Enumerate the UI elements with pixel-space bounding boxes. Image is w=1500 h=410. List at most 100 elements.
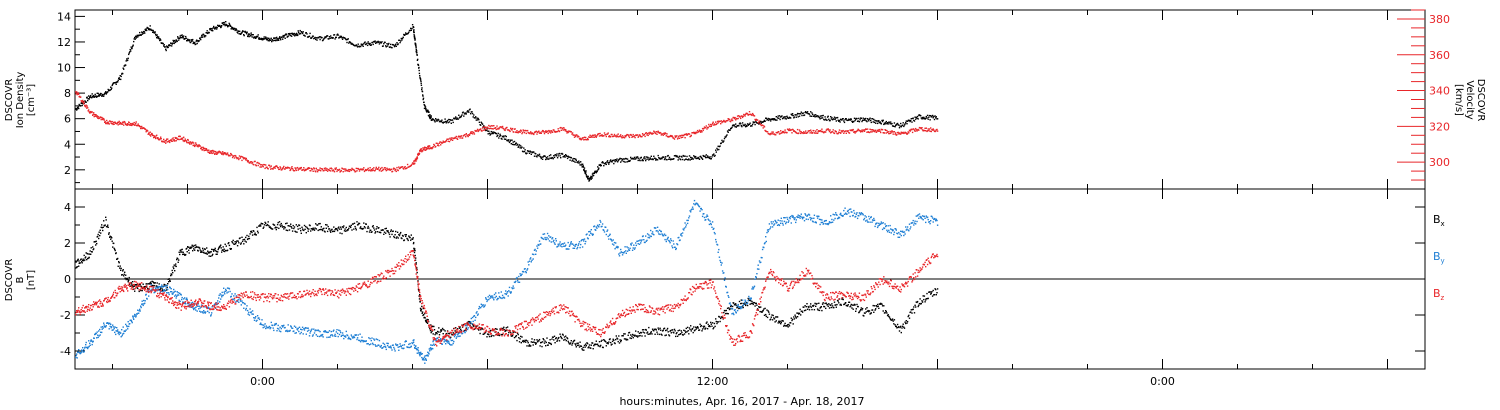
velocity-point: [576, 134, 578, 136]
b-bx-point: [511, 334, 514, 337]
b-bx-point: [199, 249, 201, 251]
b-bx-point: [338, 226, 340, 228]
velocity-point: [133, 121, 135, 124]
b-bx-point: [745, 304, 747, 307]
velocity-point: [100, 118, 102, 121]
b-bx-point: [681, 331, 683, 334]
velocity-point: [591, 136, 593, 138]
velocity-point: [331, 168, 333, 170]
b-bx-point: [384, 228, 386, 230]
density-point: [173, 42, 175, 45]
velocity-point: [845, 130, 847, 132]
density-point: [689, 159, 691, 161]
density-point: [399, 41, 401, 44]
density-point: [823, 119, 826, 121]
density-point: [746, 125, 748, 127]
b-bx-point: [520, 342, 522, 344]
velocity-point: [781, 132, 783, 134]
density-point: [467, 110, 469, 112]
b-bx-point: [413, 241, 415, 244]
velocity-point: [418, 152, 421, 155]
density-point: [472, 116, 474, 118]
b-by-point: [248, 311, 250, 314]
b-bx-point: [251, 234, 254, 236]
density-point: [586, 176, 589, 178]
velocity-point: [361, 169, 363, 171]
b-bx-point: [94, 241, 96, 243]
density-point: [117, 81, 119, 83]
density-point: [400, 37, 402, 40]
b-bx-point: [807, 305, 809, 308]
velocity-point: [521, 132, 523, 135]
b-bx-point: [911, 312, 913, 314]
velocity-point: [936, 128, 938, 131]
density-point: [520, 145, 522, 147]
density-point: [725, 136, 727, 138]
velocity-point: [237, 157, 239, 159]
b-bx-point: [120, 267, 122, 270]
velocity-point: [908, 129, 911, 131]
velocity-point: [897, 131, 899, 134]
b-bx-point: [701, 328, 704, 330]
velocity-point: [782, 131, 784, 134]
velocity-point: [323, 170, 325, 172]
b-by-point: [143, 299, 145, 302]
b-bx-point: [389, 236, 391, 238]
b-by-point: [164, 290, 166, 292]
b-bx-point: [113, 242, 115, 245]
velocity-point: [312, 170, 314, 172]
b-by-point: [120, 336, 122, 338]
velocity-point: [788, 129, 790, 132]
density-point: [933, 118, 936, 121]
b-by-point: [188, 306, 190, 308]
b-bx-point: [690, 325, 692, 327]
density-point: [720, 142, 722, 144]
density-point: [594, 171, 596, 173]
b-bx-point: [600, 340, 602, 342]
b-by-point: [165, 287, 167, 289]
b-bx-point: [431, 330, 433, 333]
density-point: [520, 147, 522, 149]
velocity-point: [112, 123, 114, 126]
density-point: [205, 35, 207, 37]
velocity-point: [355, 170, 357, 173]
velocity-point: [245, 157, 247, 160]
b-bx-point: [225, 245, 227, 247]
b-bx-point: [601, 339, 603, 341]
density-point: [223, 23, 225, 26]
density-point: [797, 116, 799, 118]
density-point: [454, 117, 456, 119]
b-bx-point: [505, 329, 507, 332]
density-point: [178, 39, 180, 41]
b-bx-point: [538, 340, 540, 342]
velocity-point: [686, 133, 689, 136]
b-by-point: [175, 294, 177, 296]
velocity-point: [875, 131, 877, 133]
b-bx-point: [376, 226, 378, 228]
density-point: [550, 157, 552, 160]
velocity-point: [108, 123, 110, 125]
b-bx-point: [414, 249, 416, 252]
b-by-point: [140, 305, 142, 307]
b-bx-point: [663, 327, 666, 329]
density-point: [570, 157, 572, 159]
density-point: [456, 117, 458, 119]
density-point: [667, 154, 669, 157]
velocity-point: [928, 128, 931, 130]
b-bx-point: [429, 329, 432, 332]
b-bx-point: [696, 327, 698, 329]
b-bx-point: [910, 309, 912, 311]
b-bx-point: [683, 329, 685, 331]
density-point: [601, 161, 604, 163]
b-by-point: [160, 286, 162, 288]
velocity-point: [913, 128, 915, 130]
density-point: [134, 38, 136, 40]
b-bx-point: [821, 309, 823, 312]
velocity-point: [151, 133, 153, 135]
velocity-point: [416, 157, 419, 159]
velocity-point: [648, 132, 650, 134]
b-bx-point: [713, 326, 715, 329]
velocity-point: [124, 121, 126, 123]
b-bx-point: [325, 224, 327, 226]
b-bx-point: [210, 255, 212, 257]
